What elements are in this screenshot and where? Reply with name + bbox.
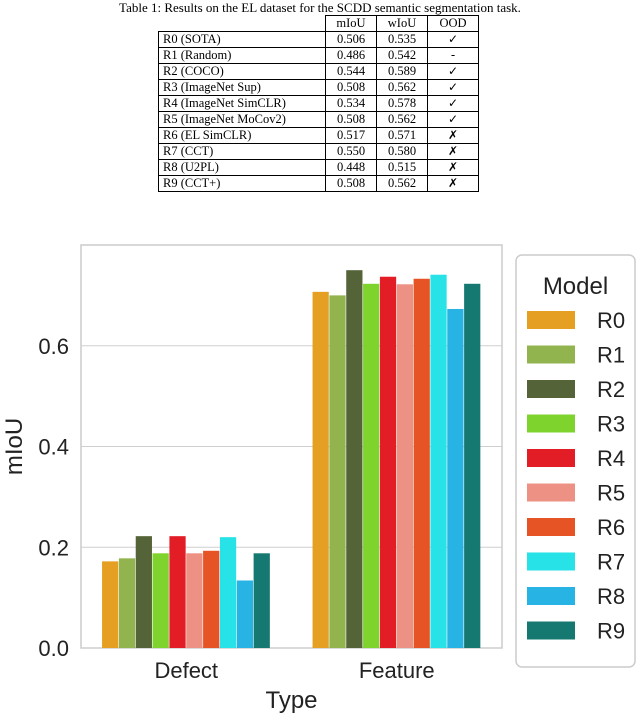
bar-r1-defect <box>118 558 136 648</box>
model-cell: R0 (SOTA) <box>158 31 326 48</box>
y-tick-label: 0.2 <box>38 535 69 560</box>
wiou-cell: 0.562 <box>376 175 428 192</box>
x-tick-label: Defect <box>154 658 218 683</box>
legend-label-r3: R3 <box>597 412 625 437</box>
bar-r9-defect <box>253 553 270 648</box>
legend-swatch-r4 <box>527 449 575 467</box>
model-cell: R9 (CCT+) <box>158 175 326 192</box>
legend-label-r7: R7 <box>597 550 625 575</box>
bar-r0-defect <box>102 561 119 648</box>
model-cell: R1 (Random) <box>158 47 326 64</box>
legend-swatch-r6 <box>527 518 575 536</box>
legend-swatch-r0 <box>527 311 575 329</box>
header-ood: OOD <box>427 15 479 32</box>
bar-r2-defect <box>135 536 152 648</box>
bar-r4-feature <box>379 276 397 648</box>
legend-swatch-r3 <box>527 414 575 433</box>
y-axis-label: mIoU <box>1 418 28 475</box>
table-row: R3 (ImageNet Sup) 0.508 0.562 ✓ <box>158 79 479 96</box>
bar-r6-defect <box>203 550 220 648</box>
bar-r7-defect <box>219 537 237 648</box>
table-header-row: mIoU wIoU OOD <box>158 15 479 32</box>
table-body: R0 (SOTA) 0.506 0.535 ✓ R1 (Random) 0.486 0.54… <box>158 31 479 192</box>
legend-label-r1: R1 <box>597 343 625 368</box>
x-tick-label: Feature <box>359 658 435 683</box>
legend-swatch-r2 <box>527 380 575 398</box>
miou-cell: 0.517 <box>325 127 377 144</box>
table-row: R8 (U2PL) 0.448 0.515 ✗ <box>158 159 479 176</box>
legend-label-r0: R0 <box>597 308 625 333</box>
table-row: R2 (COCO) 0.544 0.589 ✓ <box>158 63 479 80</box>
table-row: R0 (SOTA) 0.506 0.535 ✓ <box>158 31 479 48</box>
table-row: R9 (CCT+) 0.508 0.562 ✗ <box>158 175 479 192</box>
model-cell: R6 (EL SimCLR) <box>158 127 326 144</box>
miou-cell: 0.508 <box>325 175 377 192</box>
wiou-cell: 0.571 <box>376 127 428 144</box>
legend-swatch-r5 <box>527 483 575 502</box>
table-row: R7 (CCT) 0.550 0.580 ✗ <box>158 143 479 160</box>
bar-r9-feature <box>464 283 481 648</box>
bar-r3-feature <box>363 283 380 648</box>
model-cell: R5 (ImageNet MoCov2) <box>158 111 326 128</box>
table-row: R4 (ImageNet SimCLR) 0.534 0.578 ✓ <box>158 95 479 112</box>
miou-cell: 0.544 <box>325 63 377 80</box>
wiou-cell: 0.562 <box>376 111 428 128</box>
table-row: R6 (EL SimCLR) 0.517 0.571 ✗ <box>158 127 479 144</box>
wiou-cell: 0.535 <box>376 31 428 48</box>
bar-r8-defect <box>236 580 254 648</box>
model-cell: R3 (ImageNet Sup) <box>158 79 326 96</box>
bar-r2-feature <box>346 270 363 648</box>
bar-r3-defect <box>152 553 169 648</box>
ood-cell: ✗ <box>427 175 479 192</box>
y-tick-label: 0.6 <box>38 334 69 359</box>
header-wiou: wIoU <box>376 15 428 32</box>
table-caption: Table 1: Results on the EL dataset for t… <box>119 0 521 15</box>
legend-swatch-r1 <box>527 345 575 364</box>
legend-title: Model <box>543 273 608 300</box>
miou-cell: 0.508 <box>325 79 377 96</box>
bar-r0-feature <box>312 291 329 648</box>
legend-swatch-r9 <box>527 621 575 640</box>
bar-r5-defect <box>186 553 203 648</box>
results-table: mIoU wIoU OOD R0 (SOTA) 0.506 0.535 ✓ R1 (Ra… <box>158 15 479 192</box>
legend-label-r9: R9 <box>597 619 625 644</box>
wiou-cell: 0.542 <box>376 47 428 64</box>
legend-label-r5: R5 <box>597 481 625 506</box>
wiou-cell: 0.515 <box>376 159 428 176</box>
x-axis-label: Type <box>265 687 317 714</box>
bar-r5-feature <box>396 284 413 648</box>
legend-label-r8: R8 <box>597 584 625 609</box>
legend-swatch-r8 <box>527 587 575 605</box>
bar-r6-feature <box>413 278 430 648</box>
legend-label-r4: R4 <box>597 446 625 471</box>
y-tick-label: 0.0 <box>38 636 69 661</box>
legend-label-r6: R6 <box>597 515 625 540</box>
bar-r1-feature <box>329 295 346 648</box>
miou-cell: 0.506 <box>325 31 377 48</box>
miou-cell: 0.508 <box>325 111 377 128</box>
y-tick-label: 0.4 <box>38 435 69 460</box>
wiou-cell: 0.562 <box>376 79 428 96</box>
legend-swatch-r7 <box>527 552 575 571</box>
bar-r8-feature <box>447 308 464 648</box>
wiou-cell: 0.589 <box>376 63 428 80</box>
legend-label-r2: R2 <box>597 377 625 402</box>
bar-r7-feature <box>430 274 447 648</box>
bar-r4-defect <box>169 536 186 648</box>
